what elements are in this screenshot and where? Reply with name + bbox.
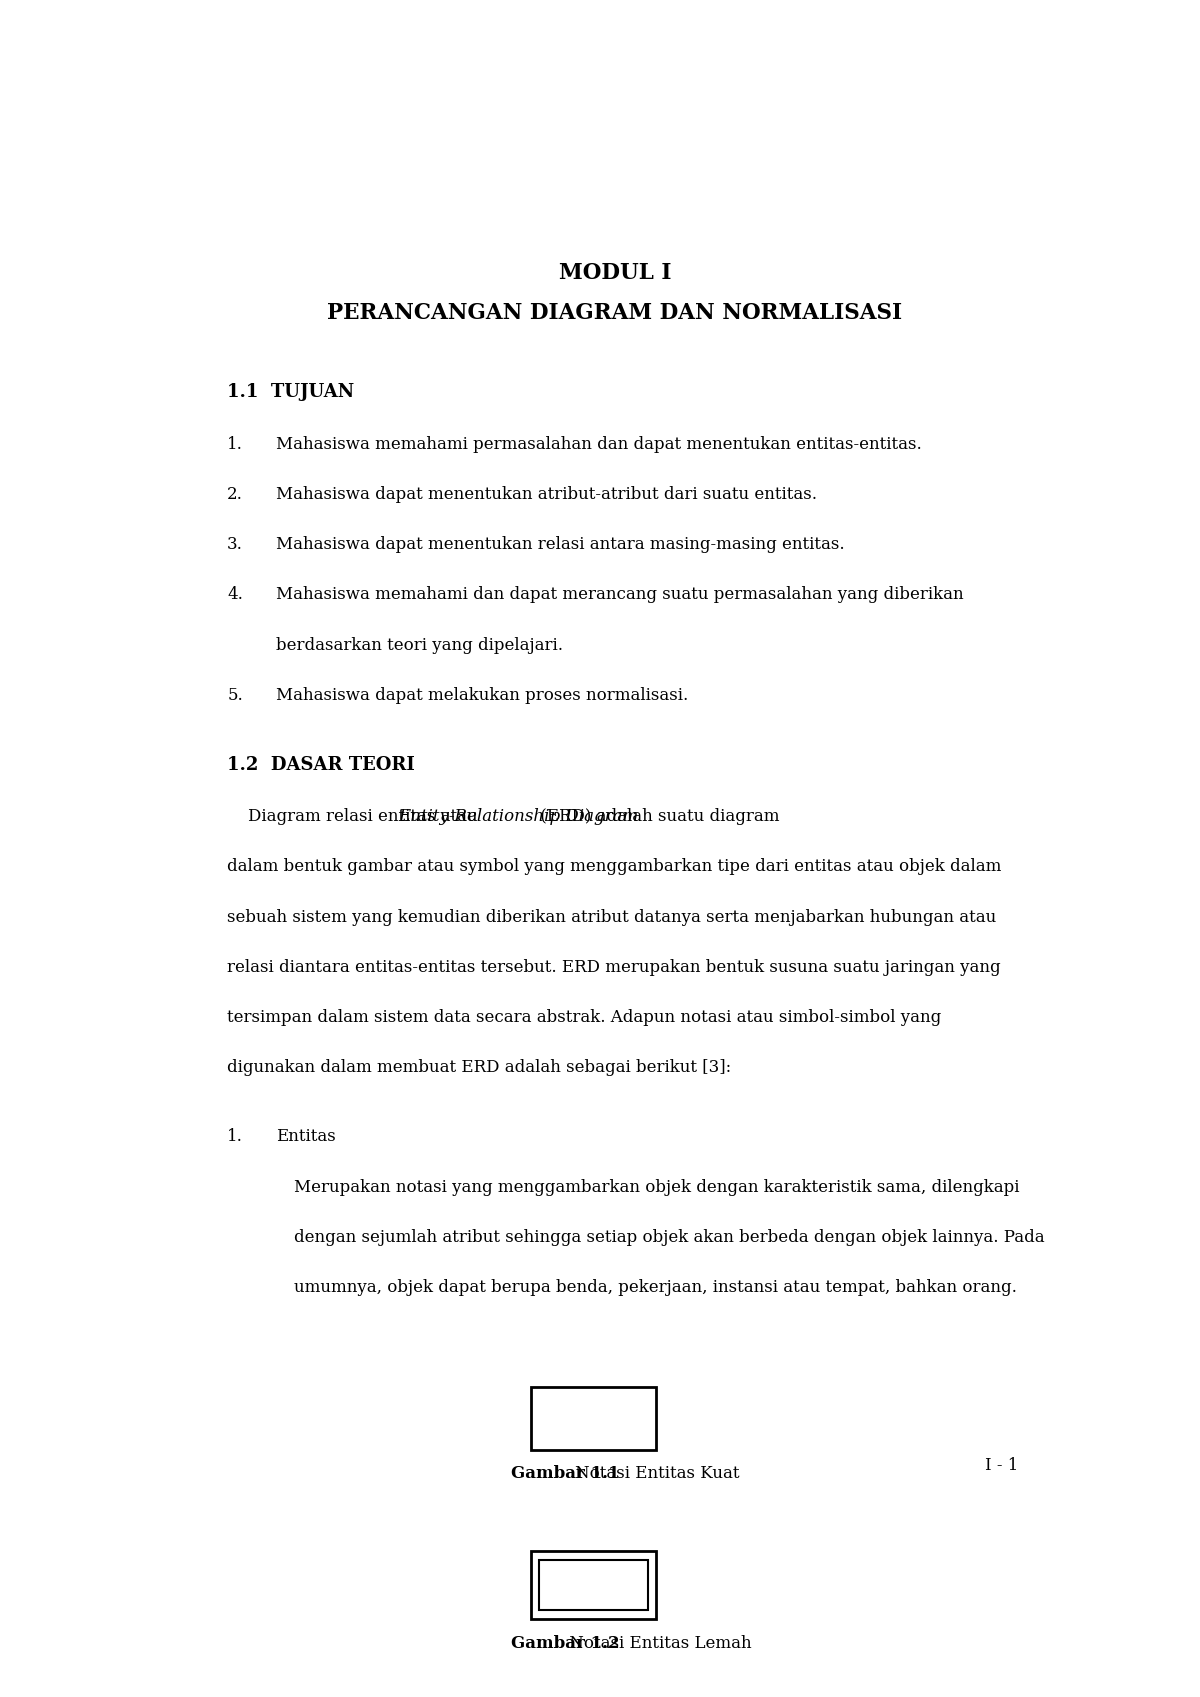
Text: Notasi Entitas Kuat: Notasi Entitas Kuat [575, 1465, 739, 1481]
Text: Mahasiswa dapat menentukan atribut-atribut dari suatu entitas.: Mahasiswa dapat menentukan atribut-atrib… [276, 485, 816, 502]
Text: Entity-Relationship Diagram: Entity-Relationship Diagram [398, 808, 638, 825]
Text: tersimpan dalam sistem data secara abstrak. Adapun notasi atau simbol-simbol yan: tersimpan dalam sistem data secara abstr… [227, 1010, 942, 1027]
Bar [539, 1561, 648, 1610]
Text: Mahasiswa dapat melakukan proses normalisasi.: Mahasiswa dapat melakukan proses normali… [276, 687, 688, 704]
Text: Mahasiswa memahami dan dapat merancang suatu permasalahan yang diberikan: Mahasiswa memahami dan dapat merancang s… [276, 587, 964, 604]
Text: 5.: 5. [227, 687, 242, 704]
Text: I - 1: I - 1 [985, 1456, 1019, 1473]
Text: Gambar 1.1: Gambar 1.1 [511, 1465, 619, 1481]
Text: Mahasiswa memahami permasalahan dan dapat menentukan entitas-entitas.: Mahasiswa memahami permasalahan dan dapa… [276, 436, 922, 453]
Text: Merupakan notasi yang menggambarkan objek dengan karakteristik sama, dilengkapi: Merupakan notasi yang menggambarkan obje… [294, 1178, 1020, 1196]
Text: umumnya, objek dapat berupa benda, pekerjaan, instansi atau tempat, bahkan orang: umumnya, objek dapat berupa benda, peker… [294, 1280, 1018, 1297]
Text: Notasi Entitas Lemah: Notasi Entitas Lemah [564, 1634, 752, 1651]
Text: Mahasiswa dapat menentukan relasi antara masing-masing entitas.: Mahasiswa dapat menentukan relasi antara… [276, 536, 844, 553]
Text: Diagram relasi entitas atau: Diagram relasi entitas atau [227, 808, 484, 825]
Text: sebuah sistem yang kemudian diberikan atribut datanya serta menjabarkan hubungan: sebuah sistem yang kemudian diberikan at… [227, 908, 996, 925]
Text: digunakan dalam membuat ERD adalah sebagai berikut [3]:: digunakan dalam membuat ERD adalah sebag… [227, 1059, 732, 1076]
Text: dengan sejumlah atribut sehingga setiap objek akan berbeda dengan objek lainnya.: dengan sejumlah atribut sehingga setiap … [294, 1229, 1045, 1246]
Text: berdasarkan teori yang dipelajari.: berdasarkan teori yang dipelajari. [276, 636, 563, 653]
Text: 1.: 1. [227, 436, 244, 453]
Text: dalam bentuk gambar atau symbol yang menggambarkan tipe dari entitas atau objek : dalam bentuk gambar atau symbol yang men… [227, 859, 1002, 876]
Text: Gambar 1.2: Gambar 1.2 [511, 1634, 619, 1651]
Text: (ERD) adalah suatu diagram: (ERD) adalah suatu diagram [535, 808, 780, 825]
Text: relasi diantara entitas-entitas tersebut. ERD merupakan bentuk susuna suatu jari: relasi diantara entitas-entitas tersebut… [227, 959, 1001, 976]
Text: 4.: 4. [227, 587, 244, 604]
Text: 1.: 1. [227, 1129, 244, 1145]
Text: Entitas: Entitas [276, 1129, 335, 1145]
Bar [530, 1386, 656, 1449]
Text: 1.1  TUJUAN: 1.1 TUJUAN [227, 384, 354, 402]
Text: 3.: 3. [227, 536, 244, 553]
Text: 2.: 2. [227, 485, 244, 502]
Text: PERANCANGAN DIAGRAM DAN NORMALISASI: PERANCANGAN DIAGRAM DAN NORMALISASI [328, 302, 902, 324]
Text: 1.2  DASAR TEORI: 1.2 DASAR TEORI [227, 755, 415, 774]
Bar [530, 1551, 656, 1619]
Text: MODUL I: MODUL I [559, 263, 671, 285]
